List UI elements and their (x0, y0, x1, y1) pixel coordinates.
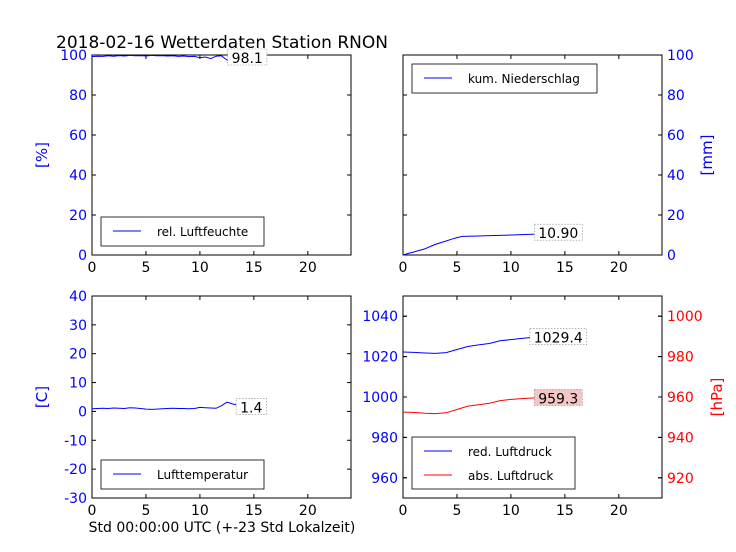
y-tick-label: 20 (69, 347, 87, 363)
y-tick-label: 960 (371, 471, 398, 487)
footer-xlabel: Std 00:00:00 UTC (+-23 Std Lokalzeit) (89, 520, 356, 536)
legend-entry: kum. Niederschlag (468, 72, 580, 86)
x-tick-label: 5 (141, 260, 150, 276)
y-tick-label: 20 (667, 208, 685, 224)
y-tick-label: 1040 (362, 309, 398, 325)
x-tick-label: 0 (88, 503, 97, 519)
panel-bottom-right: 0 5 10 15 20 960 980 1000 1020 1040 920 940 960 980 10… (362, 295, 726, 519)
x-tick-label: 15 (245, 260, 263, 276)
legend: Lufttemperatur (100, 459, 265, 490)
x-tick-label: 15 (245, 503, 263, 519)
annotation-label: 1029.4 (534, 331, 583, 347)
x-tick-label: 15 (556, 260, 574, 276)
annotation-box (529, 328, 587, 345)
panel-top-left: 0 5 10 15 20 0 20 40 60 80 100 [%] 98.1 rel. Luftfeuc… (33, 48, 352, 276)
y-tick-label: 980 (371, 430, 398, 446)
x-tick-label: 10 (191, 503, 209, 519)
x-tick-label: 0 (88, 260, 97, 276)
annotation-box (533, 223, 583, 241)
annotation-label: 1.4 (240, 400, 262, 416)
legend: rel. Luftfeuchte (100, 216, 265, 247)
y-tick-label: 1020 (362, 350, 398, 366)
y-tick-label: 10 (69, 376, 87, 392)
x-tick-label: 5 (452, 503, 461, 519)
x-tick-label: 20 (299, 503, 317, 519)
x-tick-label: 20 (299, 260, 317, 276)
annotation-label: 98.1 (232, 51, 263, 67)
legend: red. Luftdruck abs. Luftdruck (411, 436, 576, 490)
x-tick-label: 20 (610, 503, 628, 519)
y-tick-label: 30 (69, 318, 87, 334)
x-tick-label: 20 (610, 260, 628, 276)
x-tick-label: 5 (452, 260, 461, 276)
x-tick-label: 0 (399, 503, 408, 519)
y-tick-label: 60 (667, 128, 685, 144)
legend-entry: red. Luftdruck (468, 445, 552, 459)
y-tick-label: 80 (667, 88, 685, 104)
y-tick-label: -30 (64, 491, 87, 507)
series-line-0 (91, 401, 260, 410)
y-axis-label-right: [hPa] (708, 378, 726, 417)
x-tick-label: 10 (191, 260, 209, 276)
y-tick-label: 40 (69, 289, 87, 305)
y-tick-label: 40 (667, 168, 685, 184)
legend-entry: Lufttemperatur (157, 468, 248, 482)
annotation-box (227, 48, 268, 66)
legend-entry: rel. Luftfeuchte (157, 225, 248, 239)
y-tick-label: 960 (667, 390, 694, 406)
y-tick-label: 1000 (362, 390, 398, 406)
y-tick-label: 0 (78, 248, 87, 264)
y-tick-label: 20 (69, 208, 87, 224)
y-tick-label: 0 (667, 248, 676, 264)
y-tick-label: 940 (667, 430, 694, 446)
x-tick-label: 10 (502, 260, 520, 276)
x-tick-label: 10 (502, 503, 520, 519)
annotation-box (235, 398, 267, 415)
y-tick-label: -10 (64, 433, 87, 449)
plot-frame (91, 295, 352, 499)
y-tick-label: 100 (667, 48, 694, 64)
annotation-box (533, 389, 583, 406)
y-tick-label: 40 (69, 168, 87, 184)
legend-entry: abs. Luftdruck (468, 469, 553, 483)
y-tick-label: 100 (60, 48, 87, 64)
y-axis-label: [mm] (698, 135, 716, 176)
x-tick-label: 15 (556, 503, 574, 519)
y-tick-label: 920 (667, 471, 694, 487)
legend: kum. Niederschlag (411, 63, 598, 94)
y-axis-label: [%] (33, 142, 51, 168)
x-tick-label: 5 (141, 503, 150, 519)
y-tick-label: -20 (64, 462, 87, 478)
plot-frame (402, 54, 663, 256)
y-tick-label: 80 (69, 88, 87, 104)
figure-title: 2018-02-16 Wetterdaten Station RNON (56, 33, 388, 53)
y-tick-label: 0 (78, 404, 87, 420)
y-tick-label: 1000 (667, 309, 703, 325)
plot-frame (91, 54, 352, 256)
x-tick-label: 0 (399, 260, 408, 276)
annotation-label: 959.3 (538, 391, 578, 407)
y-tick-label: 980 (667, 350, 694, 366)
legend-box (411, 436, 576, 490)
panel-bottom-left: 0 5 10 15 20 -30 -20 -10 0 10 20 30 40 [C] 1.4 Lufttemp… (33, 289, 352, 519)
panel-top-right: 0 5 10 15 20 0 20 40 60 80 100 [mm] 10.90 kum. Nieder… (399, 48, 716, 276)
y-axis-label: [C] (33, 386, 51, 408)
annotation-label: 10.90 (538, 226, 578, 242)
y-tick-label: 60 (69, 128, 87, 144)
